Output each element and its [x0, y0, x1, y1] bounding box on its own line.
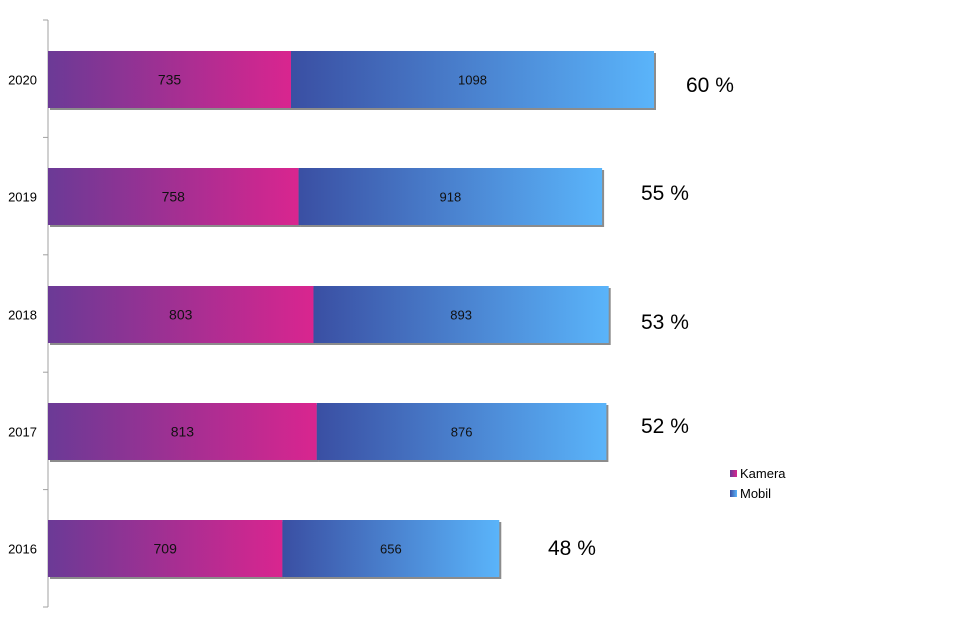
bar-mobil — [282, 520, 500, 577]
y-axis — [43, 19, 49, 608]
bar-kamera — [48, 520, 283, 577]
data-label-mobil: 918 — [439, 190, 461, 205]
data-label-mobil: 656 — [380, 542, 402, 557]
data-label-kamera: 735 — [158, 72, 182, 88]
share-annotation: 53 % — [641, 311, 689, 334]
labels: 2020 735 1098 60 % 2019 758 918 55 % 2018 803 893 5… — [8, 72, 734, 561]
bar-kamera — [48, 51, 291, 108]
bar-mobil — [298, 168, 603, 225]
data-label-mobil: 876 — [451, 425, 473, 440]
data-label-kamera: 709 — [154, 541, 178, 557]
data-label-kamera: 803 — [169, 307, 193, 323]
legend-item-kamera-swatch — [730, 470, 737, 477]
bars — [48, 51, 656, 579]
bar-mobil — [316, 403, 607, 460]
legend-item-mobil-swatch — [730, 490, 737, 497]
y-tick-label: 2019 — [8, 190, 37, 205]
share-annotation: 52 % — [641, 415, 689, 438]
share-annotation: 55 % — [641, 182, 689, 205]
y-tick-label: 2016 — [8, 542, 37, 557]
bar-kamera — [48, 286, 314, 343]
data-label-kamera: 813 — [171, 424, 195, 440]
bar-mobil — [290, 51, 654, 108]
bar-mobil — [313, 286, 609, 343]
data-label-mobil: 1098 — [458, 73, 487, 88]
legend: Kamera Mobil — [730, 466, 786, 501]
y-tick-label: 2020 — [8, 73, 37, 88]
bar-kamera — [48, 168, 299, 225]
share-annotation: 48 % — [548, 537, 596, 560]
share-annotation: 60 % — [686, 74, 734, 97]
y-tick-label: 2017 — [8, 425, 37, 440]
data-label-mobil: 893 — [450, 308, 472, 323]
legend-item-mobil-label: Mobil — [740, 486, 771, 501]
y-tick-label: 2018 — [8, 308, 37, 323]
data-label-kamera: 758 — [162, 189, 186, 205]
bar-kamera — [48, 403, 317, 460]
legend-item-kamera-label: Kamera — [740, 466, 786, 481]
